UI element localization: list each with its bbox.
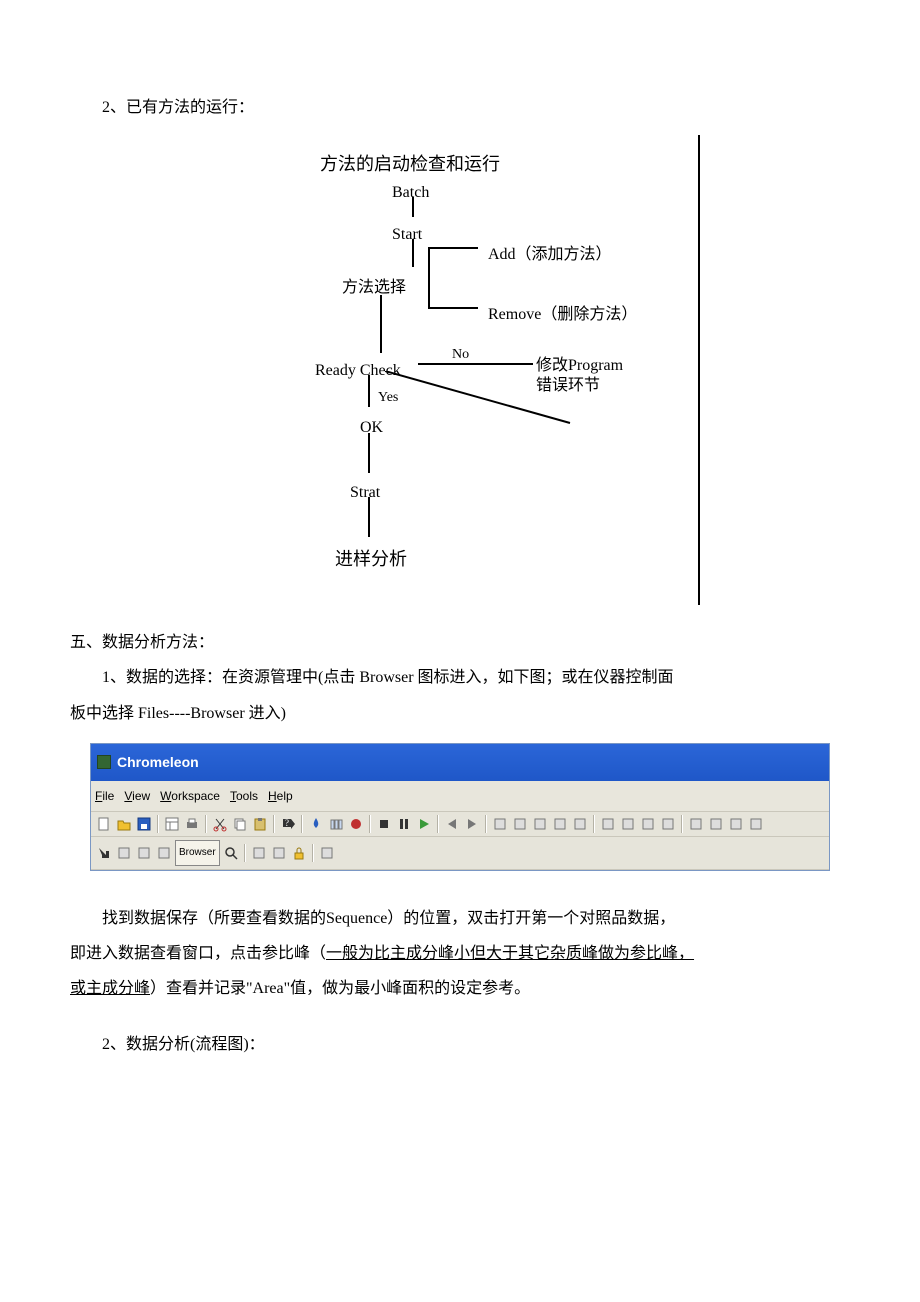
toolbar-separator <box>273 815 275 833</box>
stop-icon[interactable] <box>375 815 393 833</box>
label-no: No <box>452 340 469 371</box>
arrow-icon[interactable] <box>95 844 113 862</box>
flow-bracket-v <box>428 247 430 309</box>
sw-icon[interactable] <box>571 815 589 833</box>
flow-line <box>368 433 370 473</box>
toolbar-separator <box>312 844 314 862</box>
open-icon[interactable] <box>115 815 133 833</box>
node-start: Start <box>392 217 422 252</box>
text-underline-1: 一般为比主成分峰小但大于其它杂质峰做为参比峰， <box>326 945 694 962</box>
menubar: File View Workspace Tools Help <box>91 781 829 812</box>
flow-line <box>368 497 370 537</box>
pause-icon[interactable] <box>395 815 413 833</box>
flow-line <box>380 295 382 353</box>
toolbar-separator <box>369 815 371 833</box>
app-icon <box>97 755 111 769</box>
svg-text:?: ? <box>285 818 289 828</box>
node-analysis: 进样分析 <box>335 540 407 580</box>
cut-icon[interactable] <box>211 815 229 833</box>
menu-tools[interactable]: Tools <box>230 783 258 809</box>
toolbar-separator <box>593 815 595 833</box>
flow-diagonal <box>385 371 575 431</box>
para-data-analysis-flow: 2、数据分析(流程图)： <box>70 1027 850 1062</box>
menu-file[interactable]: File <box>95 783 114 809</box>
sq1-icon[interactable] <box>511 815 529 833</box>
toolbar-separator <box>301 815 303 833</box>
help-icon[interactable]: ? <box>279 815 297 833</box>
para-ref-peak-2: 或主成分峰）查看并记录"Area"值，做为最小峰面积的设定参考。 <box>70 971 850 1006</box>
text-pre: 即进入数据查看窗口，点击参比峰（ <box>70 945 326 962</box>
menu-help[interactable]: Help <box>268 783 293 809</box>
app-title: Chromeleon <box>117 747 199 778</box>
n1-icon[interactable] <box>250 844 268 862</box>
flow-bracket-top <box>428 247 478 249</box>
flowchart: 方法的启动检查和运行 Batch Start 方法选择 Add（添加方法） Re… <box>220 135 700 605</box>
toolbar-separator <box>244 844 246 862</box>
drop-icon[interactable] <box>307 815 325 833</box>
grid-icon[interactable] <box>551 815 569 833</box>
chart-icon[interactable] <box>619 815 637 833</box>
b2-icon[interactable] <box>707 815 725 833</box>
dim1-icon[interactable] <box>115 844 133 862</box>
toolbar-separator <box>485 815 487 833</box>
new-icon[interactable] <box>95 815 113 833</box>
toolbar-separator <box>681 815 683 833</box>
node-remove: Remove（删除方法） <box>488 297 637 332</box>
cfg-icon[interactable] <box>318 844 336 862</box>
dim3-icon[interactable] <box>155 844 173 862</box>
g3-icon[interactable] <box>659 815 677 833</box>
flow-line <box>412 239 414 267</box>
toolbar-separator <box>157 815 159 833</box>
back-icon[interactable] <box>443 815 461 833</box>
para-locate-data: 找到数据保存（所要查看数据的Sequence）的位置，双击打开第一个对照品数据， <box>70 901 850 936</box>
node-batch: Batch <box>392 175 429 210</box>
node-method-select: 方法选择 <box>342 270 406 305</box>
save-icon[interactable] <box>135 815 153 833</box>
text-post: ）查看并记录"Area"值，做为最小峰面积的设定参考。 <box>150 980 530 997</box>
titlebar: Chromeleon <box>91 744 829 781</box>
para-data-select-a: 1、数据的选择：在资源管理中(点击 Browser 图标进入，如下图；或在仪器控… <box>70 660 850 695</box>
heading-data-analysis: 五、数据分析方法： <box>70 625 850 660</box>
copy-icon[interactable] <box>231 815 249 833</box>
print-icon[interactable] <box>183 815 201 833</box>
app-window: Chromeleon FileViewWorkspaceToolsHelp ? … <box>90 743 830 871</box>
dim2-icon[interactable] <box>135 844 153 862</box>
sq2-icon[interactable] <box>531 815 549 833</box>
panel-icon[interactable] <box>163 815 181 833</box>
n2-icon[interactable] <box>270 844 288 862</box>
menu-workspace[interactable]: Workspace <box>160 783 220 809</box>
para-ref-peak: 即进入数据查看窗口，点击参比峰（一般为比主成分峰小但大于其它杂质峰做为参比峰， <box>70 936 850 971</box>
menu-view[interactable]: View <box>124 783 150 809</box>
node-ok: OK <box>360 410 383 445</box>
toolbar-row-1: ? <box>91 812 829 837</box>
browser-button[interactable]: Browser <box>175 840 220 866</box>
node-strat: Strat <box>350 475 380 510</box>
play-icon[interactable] <box>415 815 433 833</box>
circle-icon[interactable] <box>347 815 365 833</box>
para-run-existing: 2、已有方法的运行： <box>70 90 850 125</box>
vials-icon[interactable] <box>327 815 345 833</box>
node-add: Add（添加方法） <box>488 237 612 272</box>
para-data-select-b: 板中选择 Files----Browser 进入) <box>70 696 850 731</box>
text-underline-2: 或主成分峰 <box>70 980 150 997</box>
a-icon[interactable] <box>491 815 509 833</box>
g2-icon[interactable] <box>639 815 657 833</box>
flow-right-border <box>698 135 700 605</box>
flow-line <box>368 375 370 407</box>
paste-icon[interactable] <box>251 815 269 833</box>
flow-line <box>412 197 414 217</box>
lock-icon[interactable] <box>290 844 308 862</box>
p2-icon[interactable] <box>747 815 765 833</box>
flow-no-line <box>418 363 533 365</box>
toolbar-separator <box>205 815 207 833</box>
o1-icon[interactable] <box>599 815 617 833</box>
toolbar-separator <box>437 815 439 833</box>
fwd-icon[interactable] <box>463 815 481 833</box>
p1-icon[interactable] <box>727 815 745 833</box>
zoom-icon[interactable] <box>222 844 240 862</box>
spacer <box>70 1007 850 1027</box>
toolbar-row-2: Browser <box>91 837 829 870</box>
flow-bracket-bot <box>428 307 478 309</box>
b1-icon[interactable] <box>687 815 705 833</box>
